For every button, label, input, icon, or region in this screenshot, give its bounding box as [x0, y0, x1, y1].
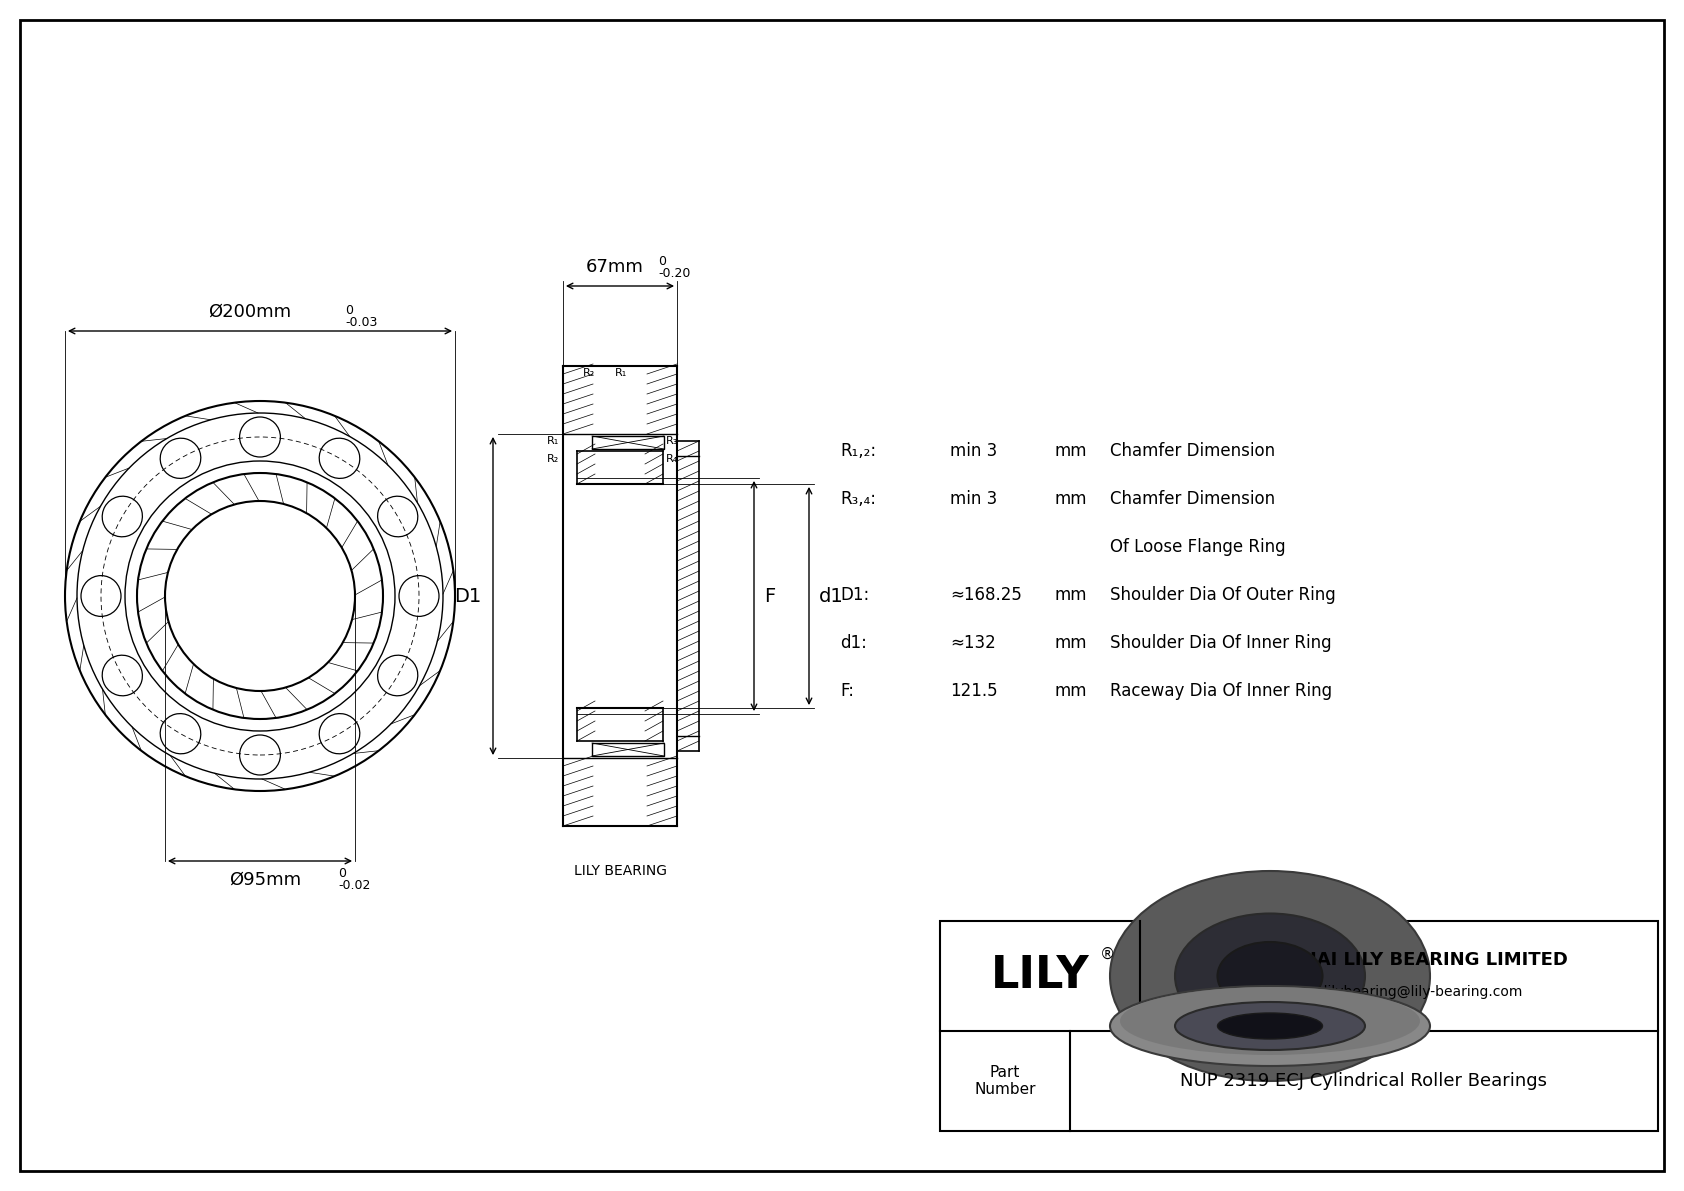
- Text: R₁: R₁: [615, 368, 626, 378]
- Ellipse shape: [1120, 987, 1420, 1055]
- Text: min 3: min 3: [950, 490, 997, 509]
- Text: 0: 0: [338, 867, 345, 880]
- Text: ®: ®: [1100, 947, 1115, 961]
- Text: min 3: min 3: [950, 442, 997, 460]
- Bar: [940, 921, 1659, 1131]
- Text: d1: d1: [818, 586, 844, 605]
- Text: F: F: [765, 586, 775, 605]
- Text: 0: 0: [345, 304, 354, 317]
- Text: mm: mm: [1054, 634, 1088, 651]
- Ellipse shape: [1218, 942, 1322, 1010]
- Text: NUP 2319 ECJ Cylindrical Roller Bearings: NUP 2319 ECJ Cylindrical Roller Bearings: [1180, 1072, 1548, 1090]
- Text: R₄: R₄: [665, 454, 679, 464]
- Text: Shoulder Dia Of Outer Ring: Shoulder Dia Of Outer Ring: [1110, 586, 1335, 604]
- Text: mm: mm: [1054, 490, 1088, 509]
- Text: D1: D1: [455, 586, 482, 605]
- Text: Part
Number: Part Number: [975, 1065, 1036, 1097]
- Text: Shoulder Dia Of Inner Ring: Shoulder Dia Of Inner Ring: [1110, 634, 1332, 651]
- Text: -0.03: -0.03: [345, 316, 377, 329]
- Text: Chamfer Dimension: Chamfer Dimension: [1110, 442, 1275, 460]
- Text: -0.20: -0.20: [658, 267, 690, 280]
- Text: Email: lilybearing@lily-bearing.com: Email: lilybearing@lily-bearing.com: [1276, 985, 1522, 999]
- Text: 67mm: 67mm: [586, 258, 643, 276]
- Text: Chamfer Dimension: Chamfer Dimension: [1110, 490, 1275, 509]
- Text: R₃,₄:: R₃,₄:: [840, 490, 876, 509]
- Text: ≈132: ≈132: [950, 634, 995, 651]
- Text: -0.02: -0.02: [338, 879, 370, 892]
- Text: Ø200mm: Ø200mm: [209, 303, 291, 322]
- Ellipse shape: [1110, 986, 1430, 1066]
- Text: Of Loose Flange Ring: Of Loose Flange Ring: [1110, 538, 1285, 556]
- Ellipse shape: [1175, 1002, 1366, 1050]
- Text: R₁: R₁: [547, 436, 559, 445]
- Text: F:: F:: [840, 682, 854, 700]
- Text: mm: mm: [1054, 442, 1088, 460]
- Ellipse shape: [1175, 913, 1366, 1039]
- Ellipse shape: [1110, 871, 1430, 1081]
- Text: R₁,₂:: R₁,₂:: [840, 442, 876, 460]
- Text: LILY BEARING: LILY BEARING: [574, 863, 667, 878]
- Text: SHANGHAI LILY BEARING LIMITED: SHANGHAI LILY BEARING LIMITED: [1229, 950, 1568, 969]
- Ellipse shape: [1218, 1014, 1322, 1039]
- Text: Ø95mm: Ø95mm: [229, 871, 301, 888]
- Text: LILY: LILY: [990, 954, 1090, 998]
- Text: 121.5: 121.5: [950, 682, 997, 700]
- Text: D1:: D1:: [840, 586, 869, 604]
- Text: R₂: R₂: [547, 454, 559, 464]
- Text: d1:: d1:: [840, 634, 867, 651]
- Text: R₂: R₂: [583, 368, 594, 378]
- Bar: [593, 436, 663, 449]
- Bar: [593, 743, 663, 756]
- Text: Raceway Dia Of Inner Ring: Raceway Dia Of Inner Ring: [1110, 682, 1332, 700]
- Text: 0: 0: [658, 255, 665, 268]
- Text: mm: mm: [1054, 586, 1088, 604]
- Text: mm: mm: [1054, 682, 1088, 700]
- Text: ≈168.25: ≈168.25: [950, 586, 1022, 604]
- Text: R₃: R₃: [665, 436, 679, 445]
